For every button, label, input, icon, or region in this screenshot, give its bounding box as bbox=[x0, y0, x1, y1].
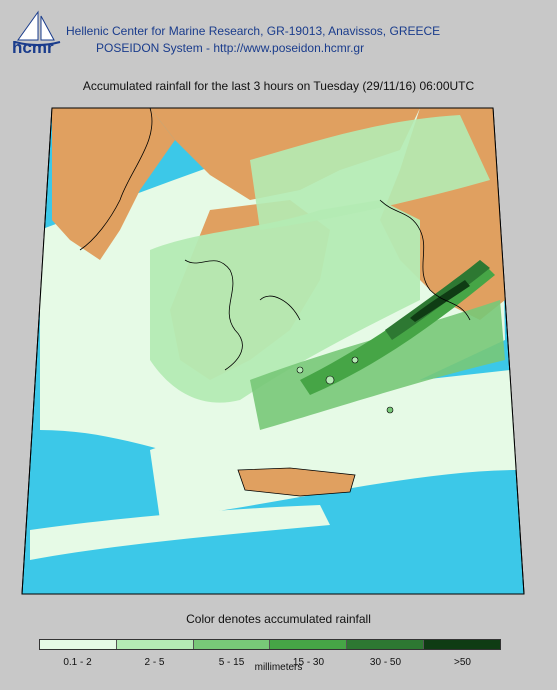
legend-label-4: 15 - 30 bbox=[292, 657, 325, 668]
map-border bbox=[21, 107, 525, 595]
legend-label-2: 2 - 5 bbox=[144, 657, 165, 668]
island bbox=[351, 356, 359, 364]
logo-text: hcmr bbox=[12, 38, 54, 57]
legend-caption: Color denotes accumulated rainfall bbox=[186, 612, 371, 626]
legend-swatch-2 bbox=[116, 640, 194, 649]
legend-label-5: 30 - 50 bbox=[369, 657, 402, 668]
legend-swatch-4 bbox=[270, 640, 348, 649]
sailboat-logo-icon bbox=[14, 10, 61, 46]
island bbox=[296, 366, 304, 374]
rain-moderate-aegean bbox=[250, 300, 505, 430]
island bbox=[386, 406, 394, 414]
organization-line: Hellenic Center for Marine Research, GR-… bbox=[66, 24, 441, 38]
rain-extreme-core bbox=[410, 280, 470, 322]
legend-swatch-5 bbox=[347, 640, 425, 649]
rain-streak-south-west bbox=[30, 505, 330, 560]
rain-moderate-north bbox=[250, 115, 490, 230]
legend-color-bar bbox=[39, 639, 501, 650]
coastline-greece bbox=[184, 259, 301, 371]
land-crete bbox=[238, 468, 355, 496]
map-title: Accumulated rainfall for the last 3 hour… bbox=[82, 79, 475, 93]
coastline-italy bbox=[79, 108, 153, 251]
legend-swatch-1 bbox=[40, 640, 117, 649]
legend-labels: 0.1 - 2 2 - 5 5 - 15 15 - 30 30 - 50 >50 bbox=[39, 657, 501, 668]
header: hcmr Hellenic Center for Marine Research… bbox=[0, 0, 557, 70]
coastline-crete bbox=[237, 467, 356, 497]
legend-swatch-6 bbox=[424, 640, 500, 649]
legend-label-3: 5 - 15 bbox=[218, 657, 245, 668]
island bbox=[325, 375, 335, 385]
legend-swatch-3 bbox=[193, 640, 271, 649]
legend-label-1: 0.1 - 2 bbox=[63, 657, 92, 668]
coastline-turkey bbox=[379, 199, 471, 321]
land-italy bbox=[52, 108, 175, 260]
legend-label-6: >50 bbox=[454, 657, 471, 668]
legend-units: millimeters bbox=[254, 662, 303, 673]
system-line: POSEIDON System - http://www.poseidon.hc… bbox=[96, 41, 365, 55]
